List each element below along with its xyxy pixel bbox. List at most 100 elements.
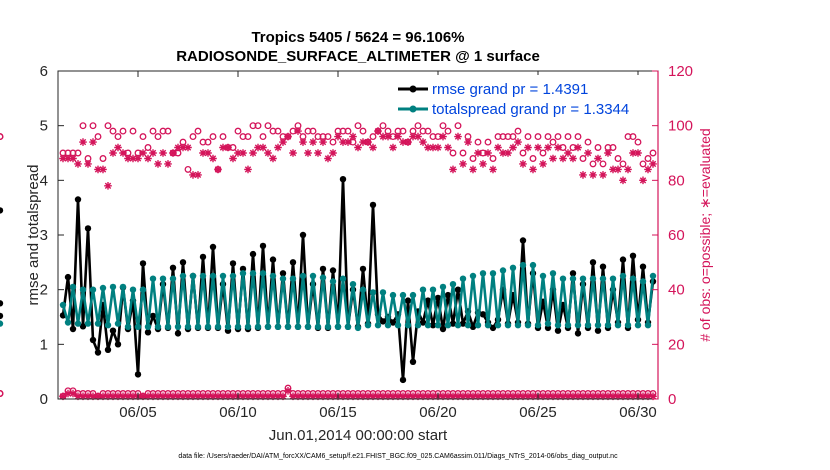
obs-evaluated-marker	[534, 143, 542, 152]
spread-point	[344, 323, 352, 330]
spread-point	[64, 319, 72, 326]
spread-point	[539, 272, 547, 280]
obs-unused-evaluated-marker	[644, 392, 652, 401]
obs-unused-evaluated-marker	[279, 392, 287, 401]
obs-evaluated-marker	[609, 165, 617, 174]
obs-evaluated-marker	[424, 143, 432, 152]
rmse-point	[574, 330, 582, 337]
obs-evaluated-marker	[179, 143, 187, 152]
obs-unused-evaluated-marker	[169, 392, 177, 401]
spread-point	[409, 291, 417, 299]
obs-evaluated-marker	[59, 154, 67, 163]
obs-possible-marker	[539, 149, 547, 157]
obs-possible-marker	[99, 155, 107, 162]
obs-possible-marker	[469, 155, 477, 162]
spread-point	[214, 323, 222, 330]
spread-point	[419, 286, 427, 293]
obs-possible-marker	[0, 133, 4, 141]
obs-evaluated-marker	[279, 138, 287, 146]
spread-point	[614, 322, 622, 329]
obs-unused-evaluated-marker	[244, 392, 252, 401]
obs-evaluated-marker	[504, 149, 512, 157]
rmse-point	[0, 312, 4, 320]
spread-point	[169, 275, 177, 282]
spread-point	[154, 323, 162, 330]
obs-possible-marker	[424, 127, 432, 135]
obs-evaluated-marker	[119, 149, 127, 157]
rmse-point	[104, 346, 112, 353]
obs-evaluated-marker	[224, 143, 232, 152]
obs-evaluated-marker	[399, 138, 407, 146]
rmse-point	[399, 376, 407, 384]
rmse-point	[79, 323, 87, 330]
obs-evaluated-marker	[589, 171, 597, 179]
legend-box	[390, 75, 646, 121]
y-right-tick-label: 100	[668, 118, 693, 135]
spread-point	[144, 323, 152, 330]
obs-evaluated-marker	[344, 138, 352, 146]
rmse-point	[134, 371, 142, 378]
spread-point	[484, 322, 492, 329]
obs-possible-marker	[104, 122, 112, 130]
obs-unused-evaluated-marker	[459, 392, 467, 401]
obs-unused-evaluated-marker	[549, 392, 557, 401]
obs-unused-evaluated-marker	[304, 392, 312, 401]
obs-unused-evaluated-marker	[84, 392, 92, 401]
obs-possible-marker	[509, 133, 517, 141]
obs-unused-evaluated-marker	[229, 392, 237, 401]
obs-possible-marker	[254, 122, 262, 130]
rmse-point	[339, 176, 347, 183]
axes: 06/05 06/10 06/15 06/20 06/25 06/300123456020…	[40, 63, 693, 421]
spread-point	[259, 270, 267, 277]
spread-point	[469, 272, 477, 280]
rmse-point	[269, 256, 277, 263]
obs-possible-marker	[264, 122, 272, 130]
spread-point	[94, 320, 102, 327]
obs-evaluated-marker	[469, 165, 477, 174]
obs-unused-evaluated-marker	[489, 392, 497, 401]
y-tick-label: 5	[40, 118, 48, 135]
obs-unused-evaluated-marker	[519, 392, 527, 401]
spread-point	[264, 323, 272, 330]
spread-point	[269, 272, 277, 280]
obs-evaluated-marker	[639, 176, 647, 185]
obs-evaluated-marker	[579, 171, 587, 179]
rmse-point	[409, 358, 417, 365]
rmse-point	[379, 318, 387, 325]
spread-point	[394, 322, 402, 329]
obs-possible-marker	[184, 165, 192, 173]
obs-evaluated-marker	[584, 149, 592, 157]
spread-point	[589, 275, 597, 282]
rmse-point	[259, 242, 267, 250]
obs-evaluated-marker	[459, 160, 467, 168]
obs-unused-evaluated-marker	[574, 392, 582, 401]
obs-possible-marker	[529, 155, 537, 162]
obs-evaluated-marker	[269, 154, 277, 163]
obs-unused-evaluated-marker	[544, 392, 552, 401]
obs-evaluated-marker	[74, 160, 82, 168]
obs-unused-evaluated-marker	[479, 392, 487, 401]
legend-rmse-label: rmse grand pr = 1.4391	[432, 81, 588, 98]
obs-evaluated-marker	[194, 171, 202, 179]
rmse-point	[114, 341, 122, 348]
spread-point	[99, 284, 107, 292]
rmse-point	[319, 265, 327, 273]
obs-unused-evaluated-marker	[424, 392, 432, 401]
obs-unused-evaluated-marker	[429, 392, 437, 401]
obs-evaluated-marker	[444, 143, 452, 152]
obs-evaluated-marker	[339, 138, 347, 146]
rmse-point	[589, 259, 597, 266]
obs-unused-evaluated-marker	[194, 392, 202, 401]
y-tick-label: 1	[40, 336, 48, 353]
spread-point	[229, 272, 237, 280]
obs-evaluated-marker	[159, 149, 167, 157]
obs-evaluated-marker	[619, 176, 627, 185]
obs-possible-marker	[94, 133, 102, 141]
spread-point	[624, 322, 632, 329]
y-tick-label: 4	[40, 172, 48, 189]
obs-unused-evaluated-marker	[159, 392, 167, 401]
obs-possible-marker	[234, 127, 242, 135]
spread-point	[364, 322, 372, 329]
obs-evaluated-marker	[144, 154, 152, 163]
obs-evaluated-marker	[604, 149, 612, 157]
